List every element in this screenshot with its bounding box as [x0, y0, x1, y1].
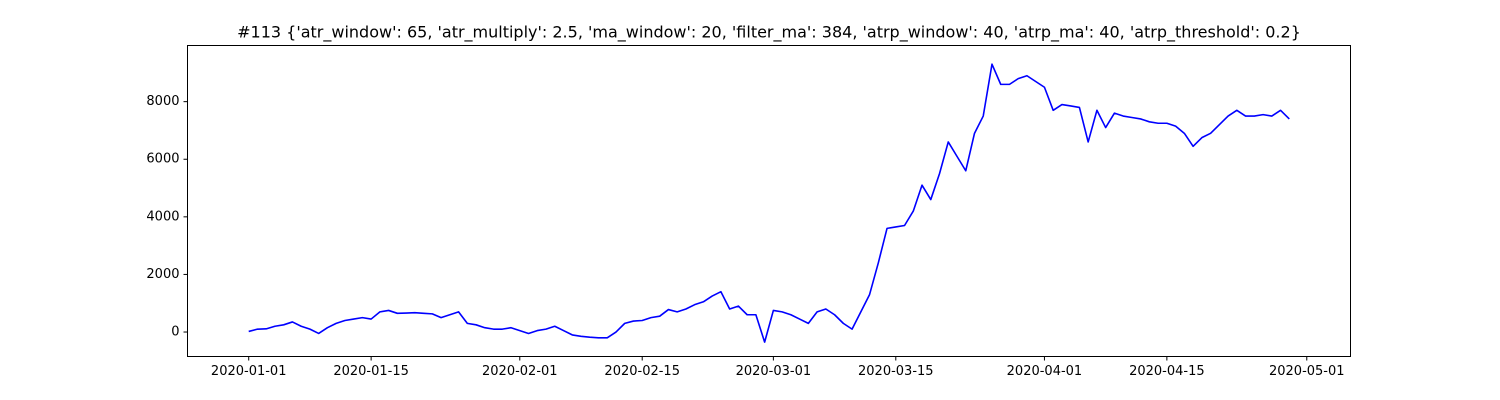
- x-tick-label: 2020-04-01: [1007, 364, 1083, 379]
- y-tick-label: 8000: [146, 94, 179, 109]
- x-tick-label: 2020-04-15: [1129, 364, 1205, 379]
- x-tick-label: 2020-03-01: [736, 364, 812, 379]
- x-tick-label: 2020-01-15: [333, 364, 409, 379]
- y-tick-label: 4000: [146, 209, 179, 224]
- line-series: [248, 63, 1290, 343]
- x-tick-label: 2020-05-01: [1269, 364, 1345, 379]
- x-tick-label: 2020-01-01: [211, 364, 287, 379]
- x-tick-label: 2020-02-15: [604, 364, 680, 379]
- y-tick-label: 6000: [146, 152, 179, 167]
- x-tick-label: 2020-02-01: [482, 364, 558, 379]
- chart-title: #113 {'atr_window': 65, 'atr_multiply': …: [237, 23, 1301, 43]
- x-tick-label: 2020-03-15: [858, 364, 934, 379]
- y-tick-label: 0: [171, 325, 179, 340]
- y-tick-label: 2000: [146, 267, 179, 282]
- plot-frame: [187, 45, 1351, 357]
